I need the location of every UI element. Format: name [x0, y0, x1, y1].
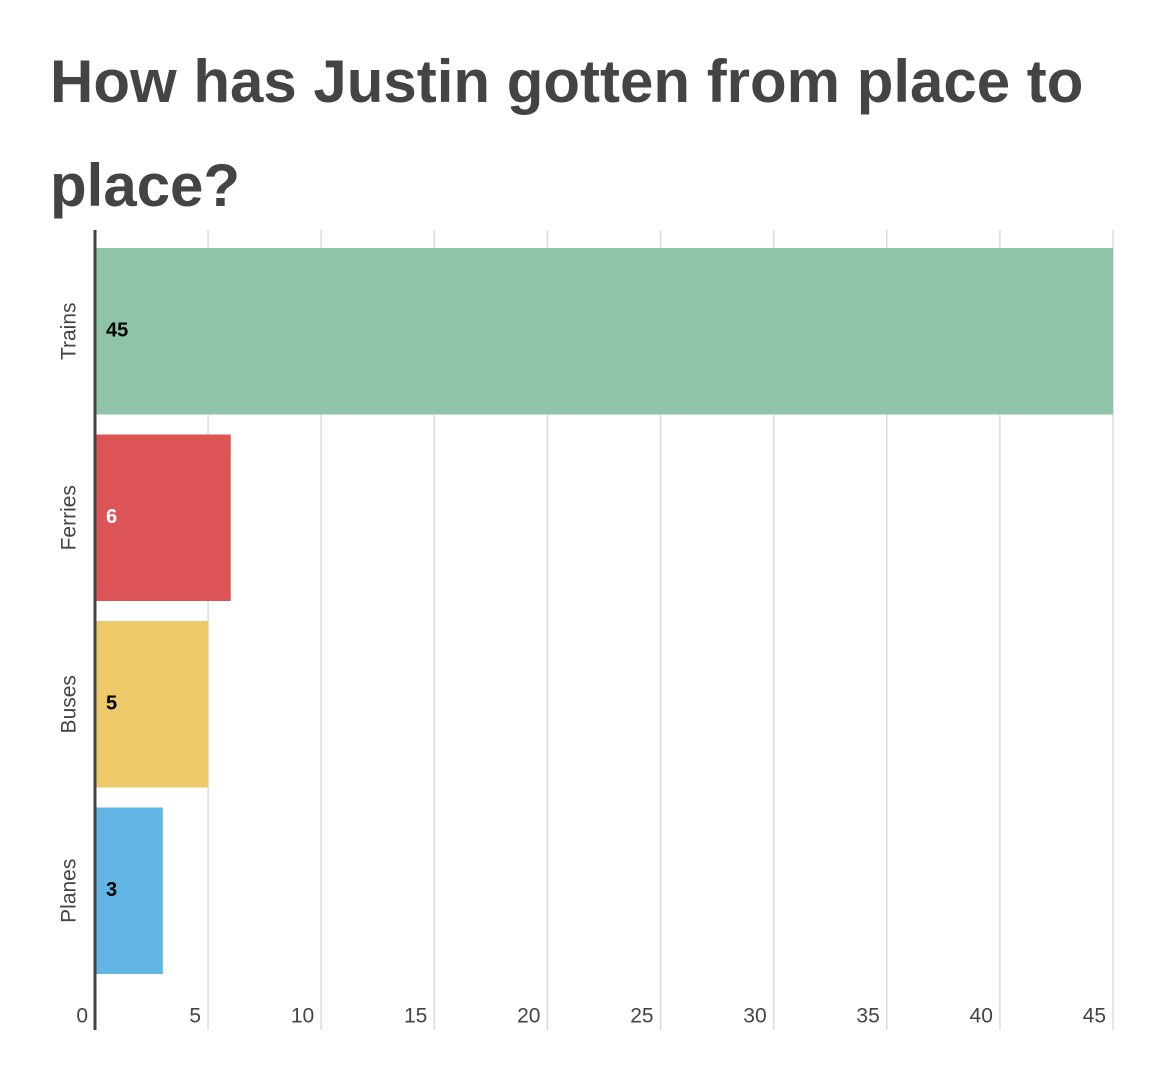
- x-tick-label: 15: [404, 1005, 427, 1028]
- value-label: 5: [106, 693, 117, 715]
- y-tick-label: Planes: [58, 859, 81, 923]
- x-tick-label: 25: [630, 1005, 653, 1028]
- bar: [95, 434, 231, 601]
- x-tick-label: 30: [743, 1005, 766, 1028]
- chart-title: How has Justin gotten from place to plac…: [50, 48, 1084, 219]
- x-tick-label: 40: [970, 1005, 993, 1028]
- bar: [95, 248, 1113, 415]
- x-tick-label: 0: [76, 1005, 88, 1028]
- y-tick-label: Buses: [58, 675, 81, 733]
- x-tick-label: 20: [517, 1005, 540, 1028]
- bar: [95, 621, 209, 788]
- value-label: 6: [106, 506, 117, 528]
- y-tick-label: Trains: [58, 302, 81, 360]
- value-label: 3: [106, 879, 117, 901]
- x-tick-label: 10: [291, 1005, 314, 1028]
- x-tick-label: 45: [1083, 1005, 1106, 1028]
- value-label: 45: [106, 320, 128, 342]
- bar: [95, 807, 163, 974]
- y-tick-label: Ferries: [58, 485, 81, 550]
- x-tick-label: 35: [856, 1005, 879, 1028]
- x-tick-label: 5: [189, 1005, 201, 1028]
